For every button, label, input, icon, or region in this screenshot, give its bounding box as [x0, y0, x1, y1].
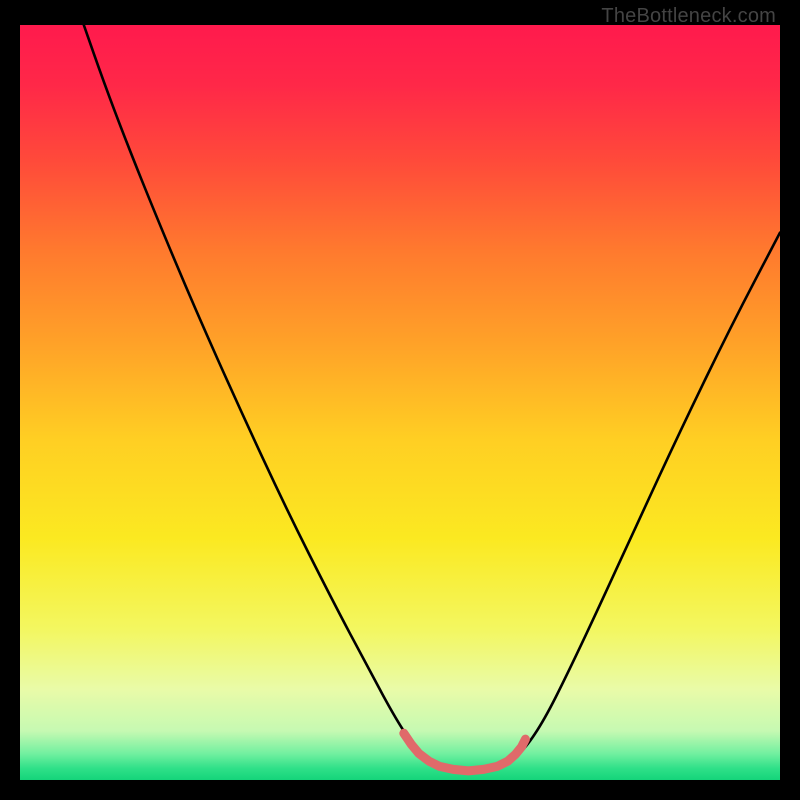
bottleneck-chart: TheBottleneck.com [0, 0, 800, 800]
gradient-background [20, 25, 780, 780]
watermark-text: TheBottleneck.com [601, 5, 776, 28]
plot-area [20, 25, 780, 780]
